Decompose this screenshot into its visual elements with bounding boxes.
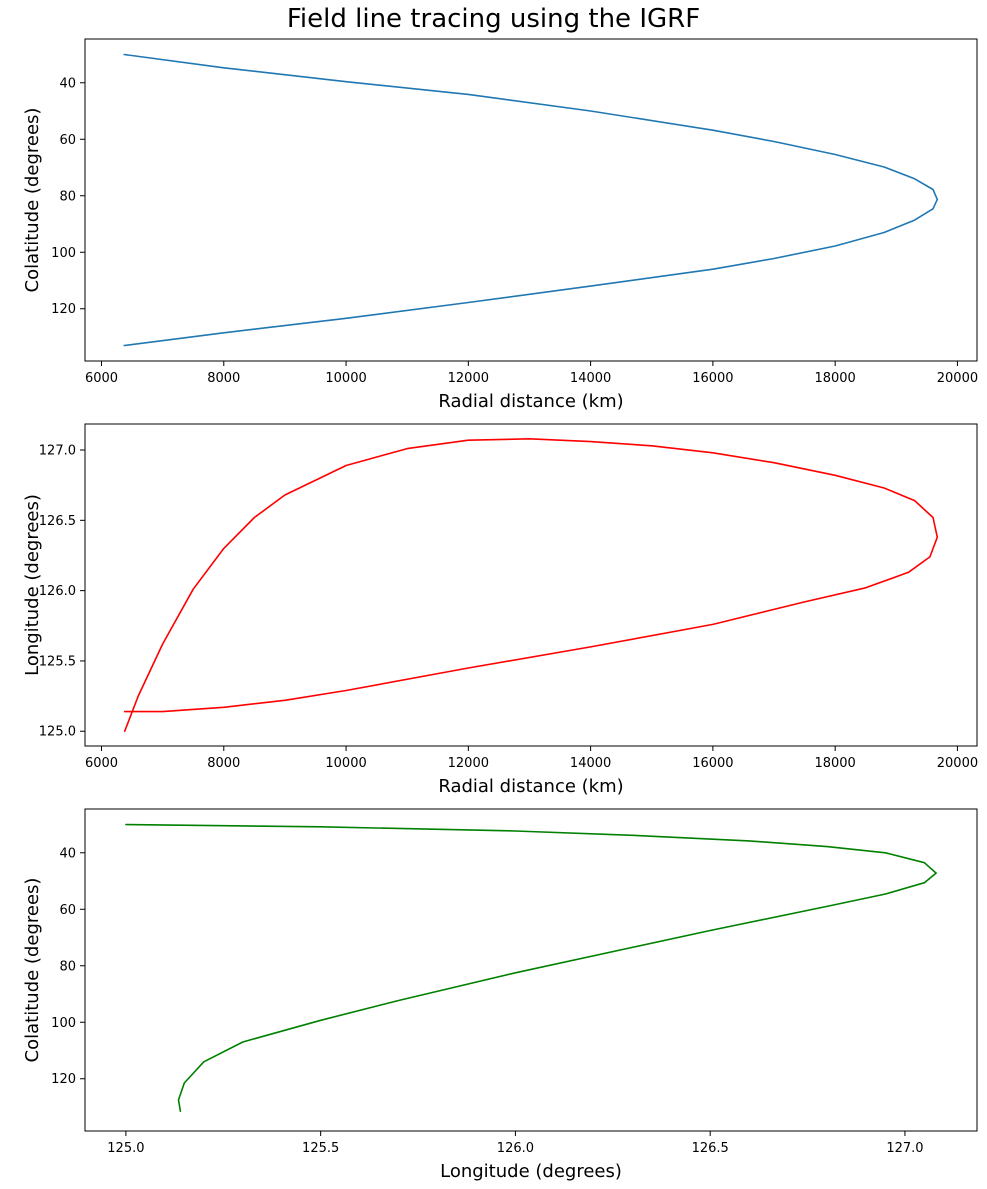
x-axis-label: Radial distance (km)	[438, 776, 623, 797]
x-tick-label: 127.0	[886, 1141, 923, 1156]
x-tick-label: 20000	[937, 371, 978, 386]
x-tick-label: 6000	[85, 756, 118, 771]
y-tick-label: 80	[59, 959, 76, 974]
x-tick-label: 125.5	[302, 1141, 339, 1156]
y-tick-label: 120	[51, 302, 76, 317]
panel-2: 6000 8000 10000 12000 14000 16000 18000 20000 12…	[22, 423, 978, 797]
y-tick-label: 100	[51, 246, 76, 261]
x-tick-label: 125.0	[107, 1141, 144, 1156]
x-tick-label: 10000	[325, 371, 366, 386]
x-tick-label: 6000	[85, 371, 118, 386]
x-tick-label: 12000	[448, 756, 489, 771]
x-tick-label: 10000	[325, 756, 366, 771]
series-line-2-1	[123, 437, 939, 733]
y-tick-label: 60	[59, 903, 76, 918]
y-tick-label: 126.0	[39, 584, 76, 599]
plot-frame-2	[84, 423, 978, 747]
x-tick-label: 16000	[692, 756, 733, 771]
x-tick-label: 14000	[570, 756, 611, 771]
y-tick-label: 40	[59, 76, 76, 91]
y-tick-label: 40	[59, 846, 76, 861]
x-tick-label: 126.0	[497, 1141, 534, 1156]
x-tick-label: 8000	[207, 756, 240, 771]
x-tick-label: 14000	[570, 371, 611, 386]
plot-frame-3	[84, 808, 978, 1132]
y-axis-label: Colatitude (degrees)	[22, 108, 43, 293]
plot-frame-1	[84, 38, 978, 362]
figure-title: Field line tracing using the IGRF	[286, 4, 701, 34]
x-tick-label: 18000	[814, 371, 855, 386]
x-tick-label: 20000	[937, 756, 978, 771]
y-tick-label: 60	[59, 133, 76, 148]
y-tick-label: 127.0	[39, 444, 76, 459]
y-tick-label: 80	[59, 189, 76, 204]
panel-1: 6000 8000 10000 12000 14000 16000 18000 20000 40…	[22, 38, 978, 412]
x-tick-label: 8000	[207, 371, 240, 386]
series-line-1-1	[123, 53, 939, 347]
y-axis-label: Colatitude (degrees)	[22, 878, 43, 1063]
y-tick-label: 100	[51, 1016, 76, 1031]
x-tick-label: 126.5	[692, 1141, 729, 1156]
y-tick-label: 120	[51, 1072, 76, 1087]
panel-3: 125.0 125.5 126.0 126.5 127.0 40 60 80 100 120 Lon…	[22, 808, 978, 1182]
y-tick-label: 125.0	[39, 725, 76, 740]
x-axis-label: Radial distance (km)	[438, 391, 623, 412]
y-tick-label: 126.5	[39, 514, 76, 529]
series-line-3-1	[125, 823, 937, 1112]
y-tick-label: 125.5	[39, 654, 76, 669]
x-tick-label: 16000	[692, 371, 733, 386]
x-tick-label: 12000	[448, 371, 489, 386]
x-axis-label: Longitude (degrees)	[440, 1161, 622, 1182]
x-tick-label: 18000	[814, 756, 855, 771]
y-axis-label: Longitude (degrees)	[22, 494, 43, 676]
